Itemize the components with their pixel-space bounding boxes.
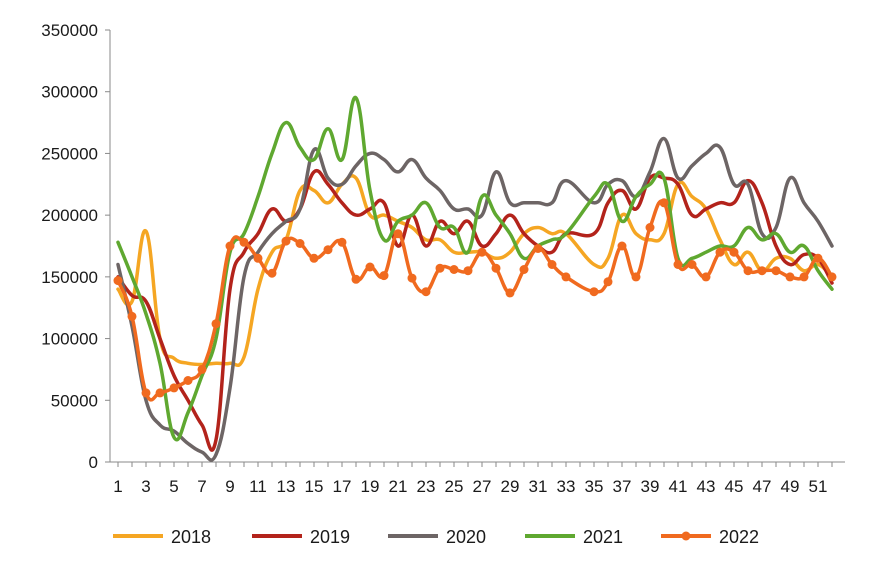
data-point-2022 — [449, 265, 459, 274]
x-tick-label: 11 — [249, 477, 267, 496]
x-tick-label: 39 — [641, 477, 660, 496]
legend-label-2019: 2019 — [310, 527, 350, 547]
data-point-2022 — [799, 272, 809, 282]
data-point-2022 — [743, 266, 753, 276]
x-tick-label: 13 — [277, 477, 296, 496]
data-point-2022 — [589, 287, 599, 297]
data-point-2022 — [169, 383, 179, 393]
data-point-2022 — [253, 253, 263, 263]
data-point-2022 — [785, 272, 795, 282]
data-point-2022 — [771, 266, 781, 276]
x-tick-label: 45 — [725, 477, 744, 496]
data-point-2022 — [617, 241, 627, 251]
data-point-2022 — [379, 271, 389, 281]
x-tick-label: 29 — [501, 477, 520, 496]
x-tick-labels: 1 3 5 7 9 11 13 15 17 19 21 23 25 27 29 31 33 35 37 39 41 43 4… — [113, 462, 833, 496]
data-point-2022 — [673, 260, 683, 269]
data-point-2022 — [407, 273, 417, 283]
x-tick-label: 9 — [225, 477, 234, 496]
data-point-2022 — [491, 263, 501, 273]
x-tick-label: 3 — [141, 477, 150, 496]
data-point-2022 — [323, 245, 333, 255]
x-tick-label: 19 — [361, 477, 380, 496]
x-tick-label: 33 — [557, 477, 576, 496]
y-tick-labels: 0 50000 100000 150000 200000 250000 300000 3500… — [41, 21, 110, 472]
x-tick-label: 5 — [169, 477, 178, 496]
y-tick-label: 200000 — [41, 206, 98, 225]
x-tick-label: 15 — [305, 477, 324, 496]
data-point-2022 — [519, 265, 529, 274]
data-point-2022 — [351, 274, 361, 284]
data-point-2022 — [281, 236, 291, 246]
data-point-2022 — [183, 376, 193, 385]
x-tick-label: 25 — [445, 477, 464, 496]
x-tick-label: 51 — [809, 477, 828, 496]
x-tick-label: 47 — [753, 477, 772, 496]
data-point-2022 — [547, 260, 557, 269]
data-point-2022 — [309, 253, 319, 263]
x-tick-label: 17 — [333, 477, 352, 496]
data-point-2022 — [631, 272, 641, 282]
legend-label-2022: 2022 — [719, 527, 759, 547]
data-point-2022 — [197, 364, 207, 374]
y-tick-label: 100000 — [41, 330, 98, 349]
data-point-2022 — [645, 223, 655, 232]
data-point-2022 — [267, 268, 277, 278]
data-point-2022 — [239, 237, 249, 247]
x-tick-label: 35 — [585, 477, 604, 496]
data-point-2022 — [659, 198, 669, 208]
legend-marker-2022 — [681, 531, 691, 541]
x-tick-label: 7 — [197, 477, 206, 496]
data-point-2022 — [365, 262, 375, 272]
data-point-2022 — [561, 272, 571, 282]
axes — [109, 30, 845, 463]
x-tick-label: 27 — [473, 477, 492, 496]
legend-label-2020: 2020 — [446, 527, 486, 547]
data-point-2022 — [225, 241, 235, 251]
data-point-2022 — [477, 247, 487, 257]
y-tick-label: 300000 — [41, 83, 98, 102]
x-tick-label: 1 — [113, 477, 122, 496]
series-lines — [113, 96, 837, 462]
data-point-2022 — [337, 237, 347, 247]
data-point-2022 — [435, 263, 445, 273]
data-point-2022 — [421, 287, 431, 297]
legend: 2018 2019 2020 2021 2022 — [113, 527, 759, 547]
series-line-2020 — [116, 136, 834, 462]
data-point-2022 — [113, 276, 123, 286]
data-point-2022 — [393, 229, 403, 239]
data-point-2022 — [701, 272, 711, 282]
data-point-2022 — [603, 277, 613, 287]
data-point-2022 — [463, 266, 473, 276]
x-tick-label: 23 — [417, 477, 436, 496]
x-tick-label: 43 — [697, 477, 716, 496]
data-point-2022 — [295, 239, 305, 248]
x-tick-label: 37 — [613, 477, 632, 496]
x-tick-label: 31 — [529, 477, 548, 496]
y-tick-label: 0 — [89, 453, 98, 472]
data-point-2022 — [715, 247, 725, 257]
data-point-2022 — [155, 388, 165, 398]
y-tick-label: 150000 — [41, 268, 98, 287]
data-point-2022 — [211, 319, 221, 329]
data-point-2022 — [687, 260, 697, 269]
legend-label-2021: 2021 — [583, 527, 623, 547]
data-point-2022 — [827, 272, 837, 282]
y-tick-label: 250000 — [41, 144, 98, 163]
series-line-2019 — [116, 169, 834, 452]
data-point-2022 — [127, 311, 137, 321]
x-tick-label: 41 — [669, 477, 688, 496]
data-point-2022 — [533, 244, 543, 253]
y-tick-label: 350000 — [41, 21, 98, 40]
data-point-2022 — [505, 288, 515, 298]
x-tick-label: 49 — [781, 477, 800, 496]
data-point-2022 — [757, 266, 767, 276]
data-point-2022 — [141, 388, 151, 398]
data-point-2022 — [729, 247, 739, 257]
y-tick-label: 50000 — [51, 391, 98, 410]
legend-label-2018: 2018 — [171, 527, 211, 547]
data-point-2022 — [813, 253, 823, 263]
x-tick-label: 21 — [389, 477, 408, 496]
